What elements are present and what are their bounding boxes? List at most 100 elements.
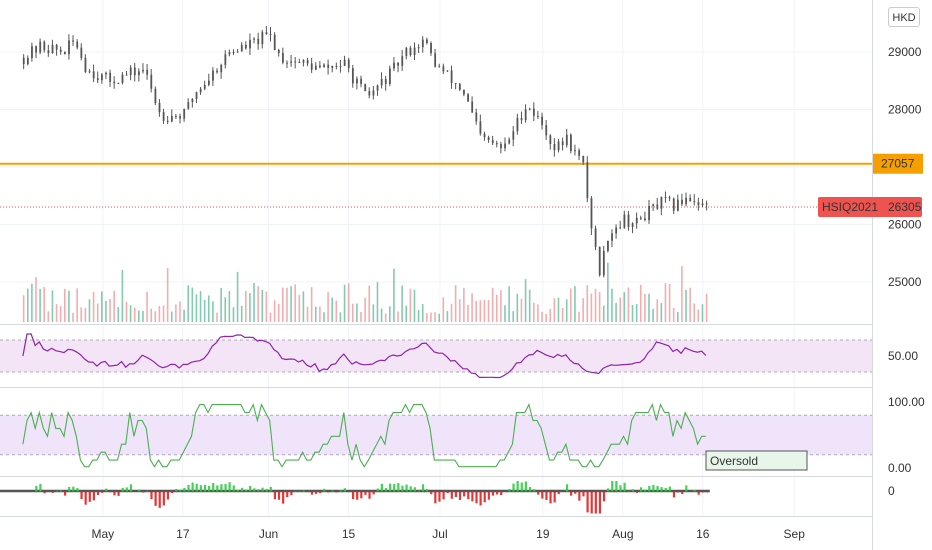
candle-body [570,134,572,152]
candle-body [467,94,469,102]
histogram-bar [426,489,429,492]
histogram-bar [368,491,371,499]
histogram-bar [76,488,79,492]
candle-body [43,41,46,51]
candle-body [261,32,264,45]
candle-body [483,133,486,138]
last-price-label: 26305 [888,200,922,214]
candle-body [487,137,490,141]
volume-bar [697,309,700,322]
candle-body [590,198,593,229]
price-tick-label: 29000 [888,45,922,59]
candle-body [368,91,371,96]
volume-bar [298,294,301,322]
histogram-bar [101,491,104,493]
histogram-bar [335,491,338,493]
candle-body [607,240,609,252]
volume-bar [393,268,395,322]
candle-body [397,62,400,66]
volume-bar [105,300,107,322]
histogram-bar [524,481,527,492]
volume-bar [463,287,465,322]
histogram-bar [553,491,556,503]
candle-body [59,49,62,52]
volume-bar [51,290,54,322]
candle-body [545,125,548,136]
currency-button[interactable]: HKD [888,7,920,27]
histogram-bar [430,491,433,495]
candle-body [347,59,350,69]
histogram-bar [676,491,680,493]
volume-bar [117,306,120,322]
volume-bar [364,297,366,322]
volume-bar [138,310,140,322]
volume-bar [685,289,687,322]
histogram-bar [549,491,552,504]
volume-bar [195,294,198,322]
histogram-bar [582,491,585,497]
candle-body [413,47,416,56]
candle-body [532,108,535,116]
candle-body [458,83,461,90]
candle-body [88,71,91,73]
candle-body [450,70,453,84]
candle-body [380,78,383,86]
histogram-bar [467,491,470,500]
histogram-bar [434,491,437,504]
volume-bar [35,277,37,322]
histogram-bar [504,491,507,492]
volume-bar [360,312,362,322]
volume-bar [76,288,78,322]
histogram-bar [191,482,194,492]
histogram-bar [96,491,100,496]
candle-body [537,115,539,117]
volume-bar [125,301,128,322]
candle-body [302,60,305,63]
histogram-bar [212,483,215,492]
candle-body [491,140,494,144]
histogram-bar [195,483,198,492]
volume-bar [335,300,338,322]
volume-bar [273,300,276,322]
candle-body [212,70,214,81]
level-tag: 27057 [873,153,923,174]
candle-body [631,223,634,228]
candle-body [298,61,301,63]
histogram-bar [364,491,367,495]
volume-bar [43,287,46,322]
histogram-bar [228,482,231,492]
volume-bar [644,293,646,322]
candle-body [693,201,696,203]
histogram-bar [183,487,186,492]
candle-body [434,53,437,67]
histogram-bar [323,488,326,492]
histogram-bar [129,484,133,492]
histogram-bar [331,490,334,492]
histogram-bar [158,491,161,508]
histogram-bar [146,490,149,492]
histogram-bar [310,491,314,495]
volume-bar [438,313,440,322]
candle-body [438,66,441,68]
volume-bar [158,306,161,322]
candle-body [72,40,75,42]
candles[interactable] [22,26,708,278]
histogram-bar [232,485,235,492]
histogram-bar [269,486,272,492]
histogram-bar [598,491,602,514]
histogram-bar [109,491,112,493]
volume-bar [421,304,424,322]
time-tick-label: Aug [612,527,633,541]
histogram-bar [586,491,589,513]
histogram-bar [220,484,223,492]
histogram-bar [80,491,83,500]
volume-bar [376,282,379,322]
volume-bar [397,311,399,322]
time-tick-label: 15 [342,527,356,541]
histogram-bar [113,491,116,496]
candle-body [516,118,519,132]
volume-bar [339,312,342,322]
volume-bar [619,297,621,322]
histogram-bar [639,487,643,492]
